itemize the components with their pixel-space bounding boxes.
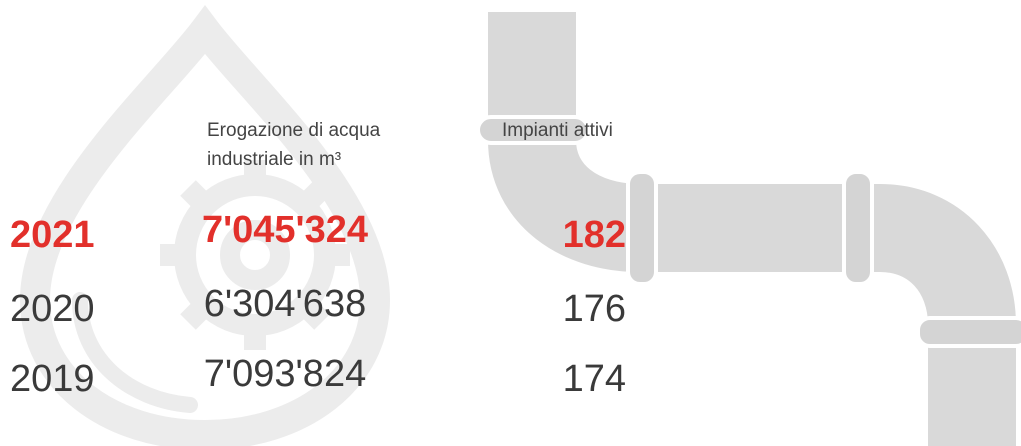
column-header: Impianti attivi [502, 116, 613, 145]
column-header: Erogazione di acqua industriale in m³ [207, 116, 392, 174]
water-volume: 6'304'638 [170, 282, 400, 326]
plants-count: 176 [480, 287, 626, 331]
water-volume: 7'093'824 [170, 352, 400, 396]
year: 2019 [10, 357, 130, 401]
plants-count: 174 [480, 357, 626, 401]
page: Erogazione di acqua industriale in m³ Im… [0, 0, 1021, 446]
year: 2020 [10, 287, 130, 331]
plants-count: 182 [480, 213, 626, 257]
year: 2021 [10, 213, 130, 257]
water-volume: 7'045'324 [170, 208, 400, 252]
